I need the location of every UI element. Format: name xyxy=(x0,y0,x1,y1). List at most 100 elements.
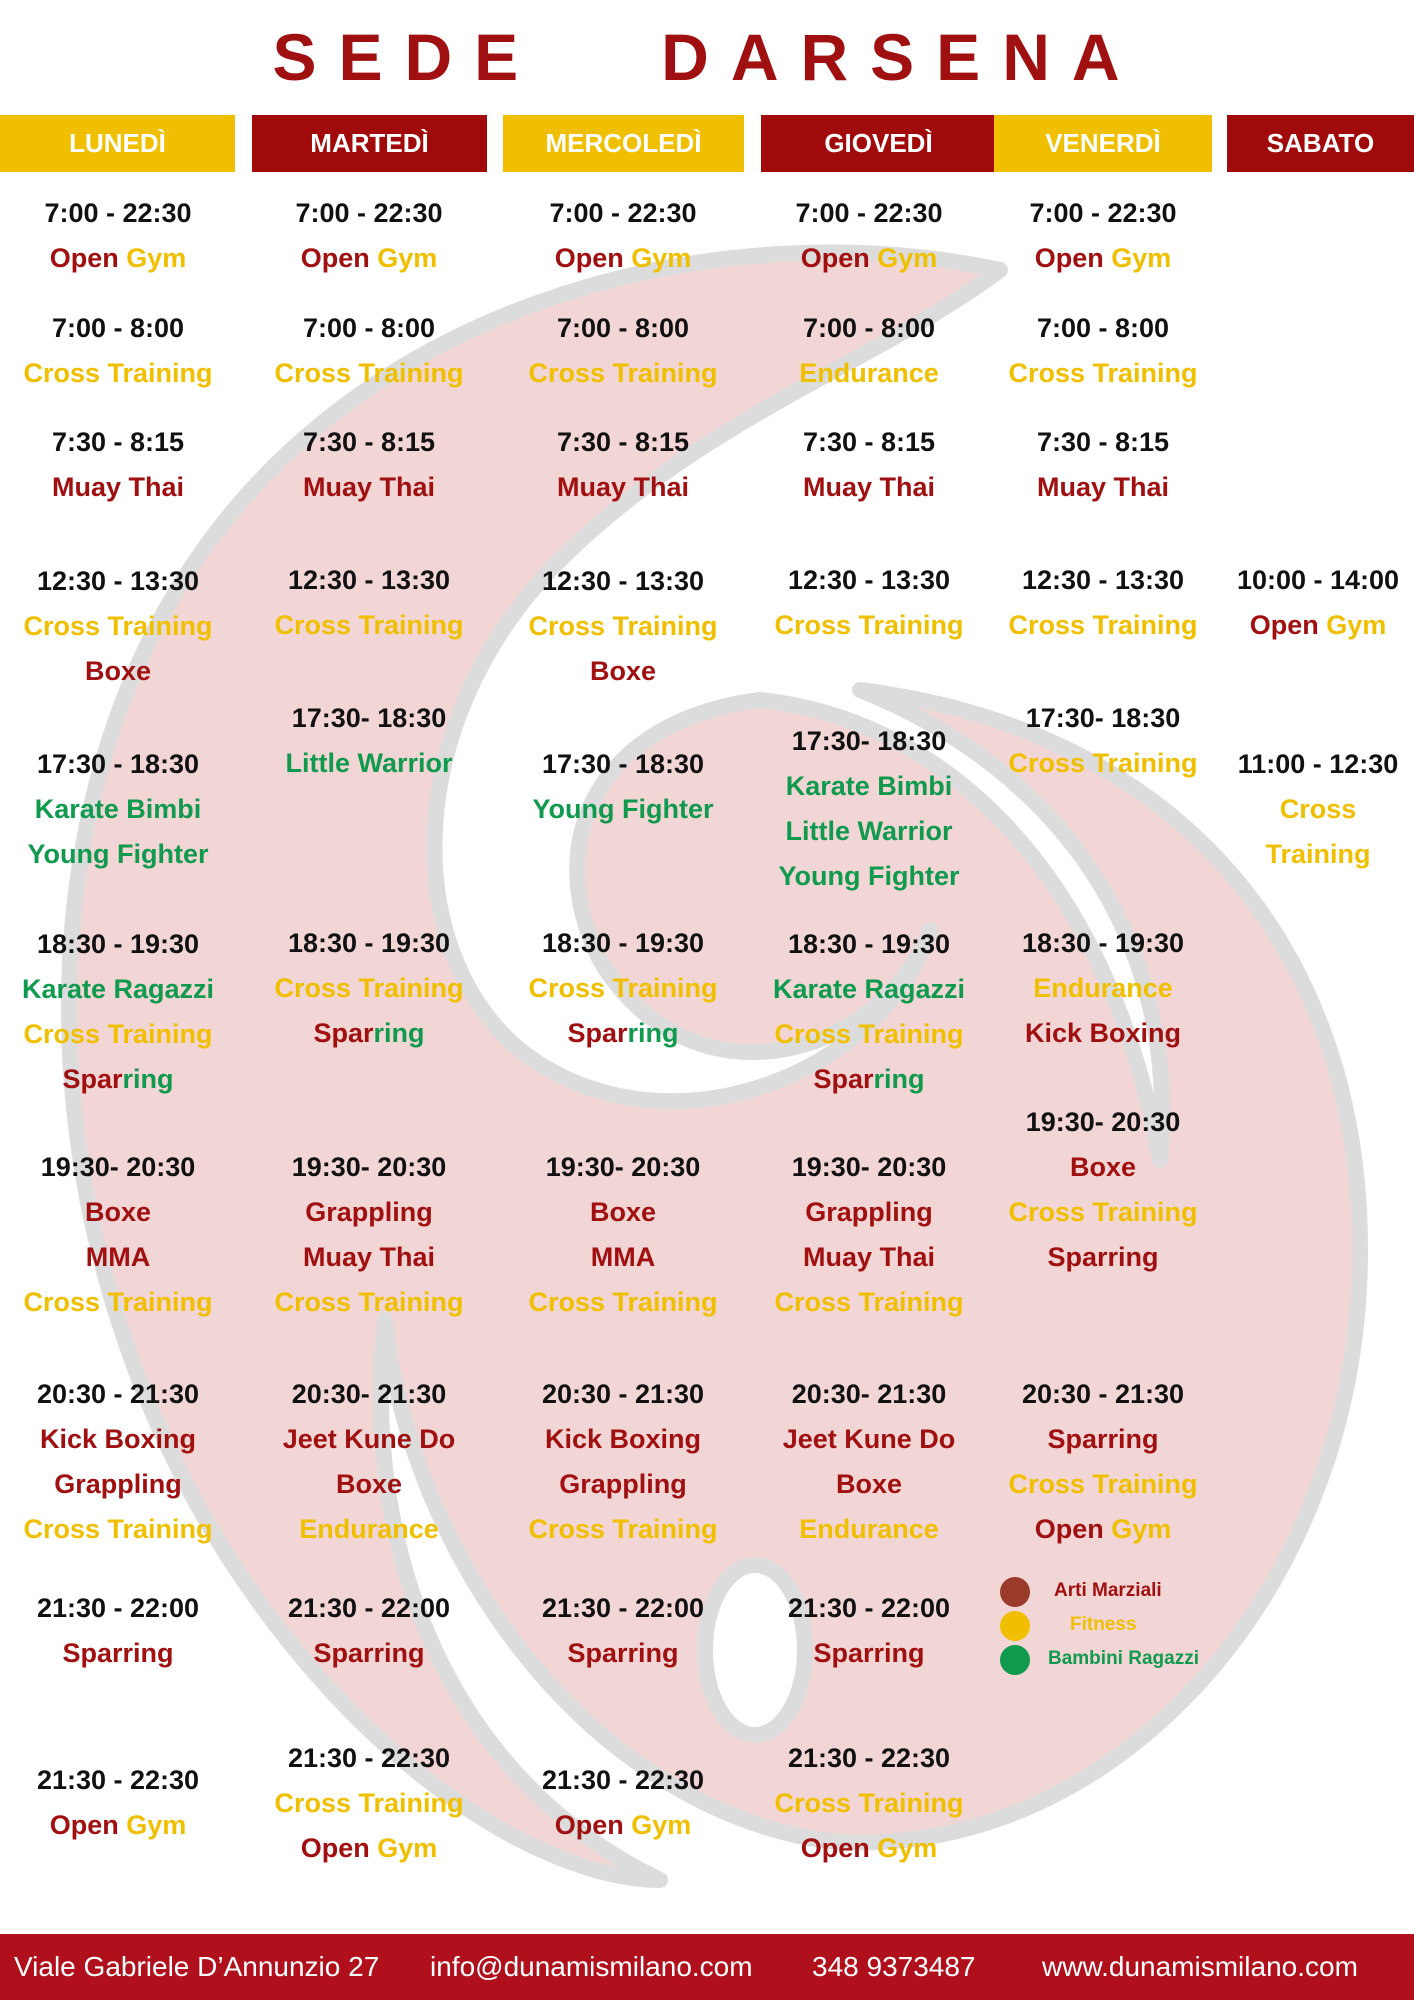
schedule-slot: 7:00 - 22:30 Open Gym xyxy=(769,191,969,281)
slot-time: 12:30 - 13:30 xyxy=(787,565,951,595)
slot-time: 20:30 - 21:30 xyxy=(36,1379,200,1409)
activity-name: Sparring xyxy=(1003,1235,1203,1280)
activity-text-kids: Karate Bimbi xyxy=(34,793,202,824)
slot-time: 12:30 - 13:30 xyxy=(287,565,451,595)
activity-text-martial: Open xyxy=(1034,243,1104,273)
schedule-slot: 18:30 - 19:30 Karate Ragazzi Cross Trainin… xyxy=(769,922,969,1102)
activity-name: Endurance xyxy=(769,351,969,396)
schedule-slot: 19:30- 20:30 Grappling Muay Thai Cross Trai… xyxy=(769,1145,969,1325)
slot-time: 7:00 - 8:00 xyxy=(51,313,185,343)
activity-name: Training xyxy=(1218,832,1414,877)
activity-text-martial: Open xyxy=(1249,610,1319,640)
activity-name: Boxe xyxy=(523,1190,723,1235)
activity-name: Sparring xyxy=(523,1631,723,1676)
slot-time: 18:30 - 19:30 xyxy=(541,927,705,958)
activity-name: Kick Boxing xyxy=(18,1417,218,1462)
activity-name: Open Gym xyxy=(523,1803,723,1848)
schedule-slot: 12:30 - 13:30 Cross Training xyxy=(269,558,469,648)
schedule-slot: 7:00 - 22:30 Open Gym xyxy=(18,191,218,281)
activity-name: Grappling xyxy=(269,1190,469,1235)
activity-name: Boxe xyxy=(18,649,218,694)
activity-name: Boxe xyxy=(269,1462,469,1507)
activity-text-martial: MMA xyxy=(590,1242,656,1272)
schedule-slot: 7:00 - 8:00 Cross Training xyxy=(1003,306,1203,396)
schedule-slot: 21:30 - 22:30 Open Gym xyxy=(523,1758,723,1848)
schedule-slot: 19:30- 20:30 Grappling Muay Thai Cross Trai… xyxy=(269,1145,469,1325)
schedule-slot: 7:00 - 22:30 Open Gym xyxy=(269,191,469,281)
activity-text-martial: Sparring xyxy=(1047,1242,1159,1272)
schedule-slot: 10:00 - 14:00 Open Gym xyxy=(1218,558,1414,648)
activity-text-kids: Little Warrior xyxy=(285,748,453,778)
day-header-5: VENERDÌ xyxy=(994,115,1212,172)
activity-name: Karate Ragazzi xyxy=(18,967,218,1012)
activity-text-martial: Open xyxy=(800,1832,870,1863)
slot-time: 21:30 - 22:00 xyxy=(287,1593,451,1623)
activity-name: Muay Thai xyxy=(769,465,969,510)
footer-website-link[interactable]: www.dunamismilano.com xyxy=(1042,1951,1358,1982)
activity-text-kids: ring xyxy=(122,1064,174,1094)
slot-time: 7:00 - 8:00 xyxy=(802,313,936,343)
schedule-slot: 17:30- 18:30 Cross Training xyxy=(1003,696,1203,786)
slot-time: 18:30 - 19:30 xyxy=(36,929,200,959)
activity-text-martial: Open xyxy=(49,1810,119,1840)
slot-time: 7:00 - 22:30 xyxy=(295,198,443,228)
legend-label-kids: Bambini Ragazzi xyxy=(1048,1648,1199,1669)
activity-name: Muay Thai xyxy=(269,465,469,510)
activity-text-fitness: Cross Training xyxy=(274,610,464,640)
slot-time: 7:00 - 8:00 xyxy=(302,313,436,343)
activity-name: Open Gym xyxy=(523,236,723,281)
footer-email-link[interactable]: info@dunamismilano.com xyxy=(430,1951,753,1982)
activity-name: Cross Training xyxy=(1003,1190,1203,1235)
schedule-slot: 17:30 - 18:30 Young Fighter xyxy=(523,742,723,832)
activity-name: Karate Bimbi xyxy=(18,787,218,832)
schedule-slot: 21:30 - 22:30 Cross Training Open Gym xyxy=(269,1736,469,1871)
activity-name: Cross Training xyxy=(769,603,969,648)
activity-name: Grappling xyxy=(769,1190,969,1235)
slot-time: 21:30 - 22:00 xyxy=(36,1593,200,1623)
slot-time: 7:30 - 8:15 xyxy=(802,427,936,457)
activity-text-fitness: Gym xyxy=(1103,243,1172,273)
activity-name: Little Warrior xyxy=(769,809,969,854)
activity-text-martial: Boxe xyxy=(84,655,152,686)
activity-name: Open Gym xyxy=(269,1826,469,1871)
activity-text-fitness: Cross Training xyxy=(1008,1197,1198,1227)
slot-time: 10:00 - 14:00 xyxy=(1236,565,1400,595)
activity-name: Grappling xyxy=(523,1462,723,1507)
slot-time: 12:30 - 13:30 xyxy=(36,565,200,596)
slot-time: 20:30- 21:30 xyxy=(791,1379,947,1409)
schedule-slot: 19:30- 20:30 Boxe Cross Training Sparring xyxy=(1003,1100,1203,1280)
activity-name: Muay Thai xyxy=(18,465,218,510)
schedule-slot: 12:30 - 13:30 Cross Training Boxe xyxy=(18,559,218,694)
slot-time: 12:30 - 13:30 xyxy=(541,565,705,596)
activity-text-fitness: Cross Training xyxy=(1008,1469,1198,1499)
activity-text-fitness: Cross Training xyxy=(23,358,213,388)
schedule-slot: 7:30 - 8:15 Muay Thai xyxy=(523,420,723,510)
activity-name: Open Gym xyxy=(18,1803,218,1848)
activity-name: Sparring xyxy=(769,1631,969,1676)
activity-name: Cross Training xyxy=(269,603,469,648)
activity-text-fitness: Gym xyxy=(1103,1514,1172,1544)
activity-text-kids: Young Fighter xyxy=(27,838,209,869)
day-header-1: LUNEDÌ xyxy=(0,115,235,172)
activity-text-fitness: Cross Training xyxy=(1008,358,1198,388)
activity-text-martial: Boxe xyxy=(835,1469,903,1499)
activity-name: Boxe xyxy=(1003,1145,1203,1190)
activity-text-fitness: Gym xyxy=(1318,610,1387,640)
activity-text-martial: MMA xyxy=(85,1242,151,1272)
activity-text-martial: Kick Boxing xyxy=(544,1424,702,1454)
activity-name: Muay Thai xyxy=(1003,465,1203,510)
activity-text-fitness: Cross Training xyxy=(774,610,964,640)
activity-text-kids: ring xyxy=(873,1064,925,1094)
schedule-slot: 17:30- 18:30 Karate Bimbi Little Warrior Yo… xyxy=(769,719,969,899)
activity-text-martial: Open xyxy=(554,1810,624,1840)
activity-name: Boxe xyxy=(769,1462,969,1507)
activity-name: Cross Training xyxy=(523,604,723,649)
activity-text-fitness: Cross Training xyxy=(23,1287,213,1317)
day-header-3: MERCOLEDÌ xyxy=(503,115,744,172)
slot-time: 11:00 - 12:30 xyxy=(1237,748,1399,779)
schedule-slot: 7:30 - 8:15 Muay Thai xyxy=(269,420,469,510)
activity-text-martial: Muay Thai xyxy=(302,1242,436,1272)
day-header-2: MARTEDÌ xyxy=(252,115,487,172)
schedule-slot: 21:30 - 22:00 Sparring xyxy=(18,1586,218,1676)
schedule-slot: 21:30 - 22:30 Open Gym xyxy=(18,1758,218,1848)
